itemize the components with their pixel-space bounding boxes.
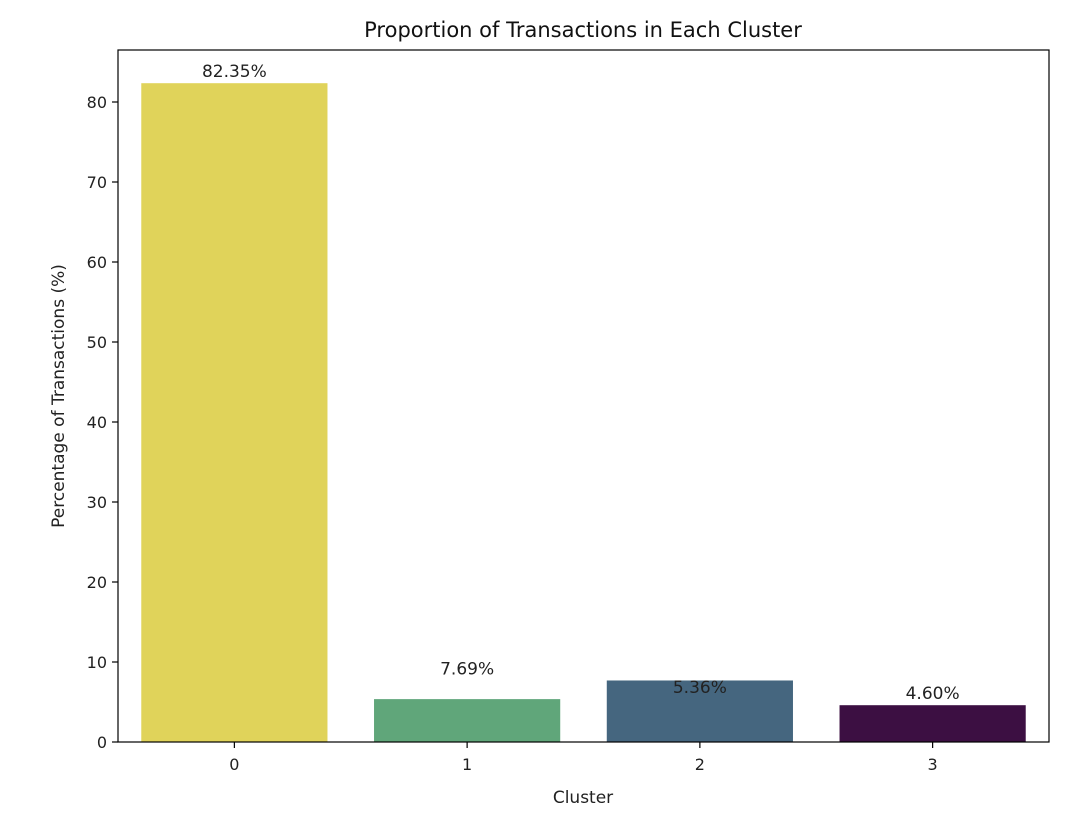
bars-group [141,83,1026,742]
data-label-0: 82.35% [202,62,267,82]
data-labels-group: 82.35% 7.69% 5.36% 4.60% [202,62,960,704]
y-axis-ticks: 0 10 20 30 40 50 60 70 80 [87,93,118,752]
y-tick-label: 40 [87,413,107,432]
x-tick-label: 1 [462,755,472,774]
y-axis-title: Percentage of Transactions (%) [49,264,69,528]
y-tick-label: 70 [87,173,107,192]
x-tick-label: 2 [695,755,705,774]
y-tick-label: 20 [87,573,107,592]
x-axis-ticks: 0 1 2 3 [229,742,938,774]
y-tick-label: 60 [87,253,107,272]
y-tick-label: 50 [87,333,107,352]
x-tick-label: 3 [928,755,938,774]
data-label-2: 5.36% [673,678,727,698]
y-tick-label: 30 [87,493,107,512]
bar-cluster-0 [141,83,328,742]
data-label-1: 7.69% [440,659,494,679]
plot-frame [117,49,1050,743]
chart-title: Proportion of Transactions in Each Clust… [364,18,802,42]
y-tick-label: 10 [87,653,107,672]
bar-cluster-3 [839,705,1026,742]
bar-cluster-1 [374,699,561,742]
bar-cluster-2 [606,680,793,742]
x-axis-title: Cluster [553,788,613,808]
x-tick-label: 0 [229,755,239,774]
y-tick-label: 80 [87,93,107,112]
data-label-3: 4.60% [906,684,960,704]
y-tick-label: 0 [97,733,107,752]
